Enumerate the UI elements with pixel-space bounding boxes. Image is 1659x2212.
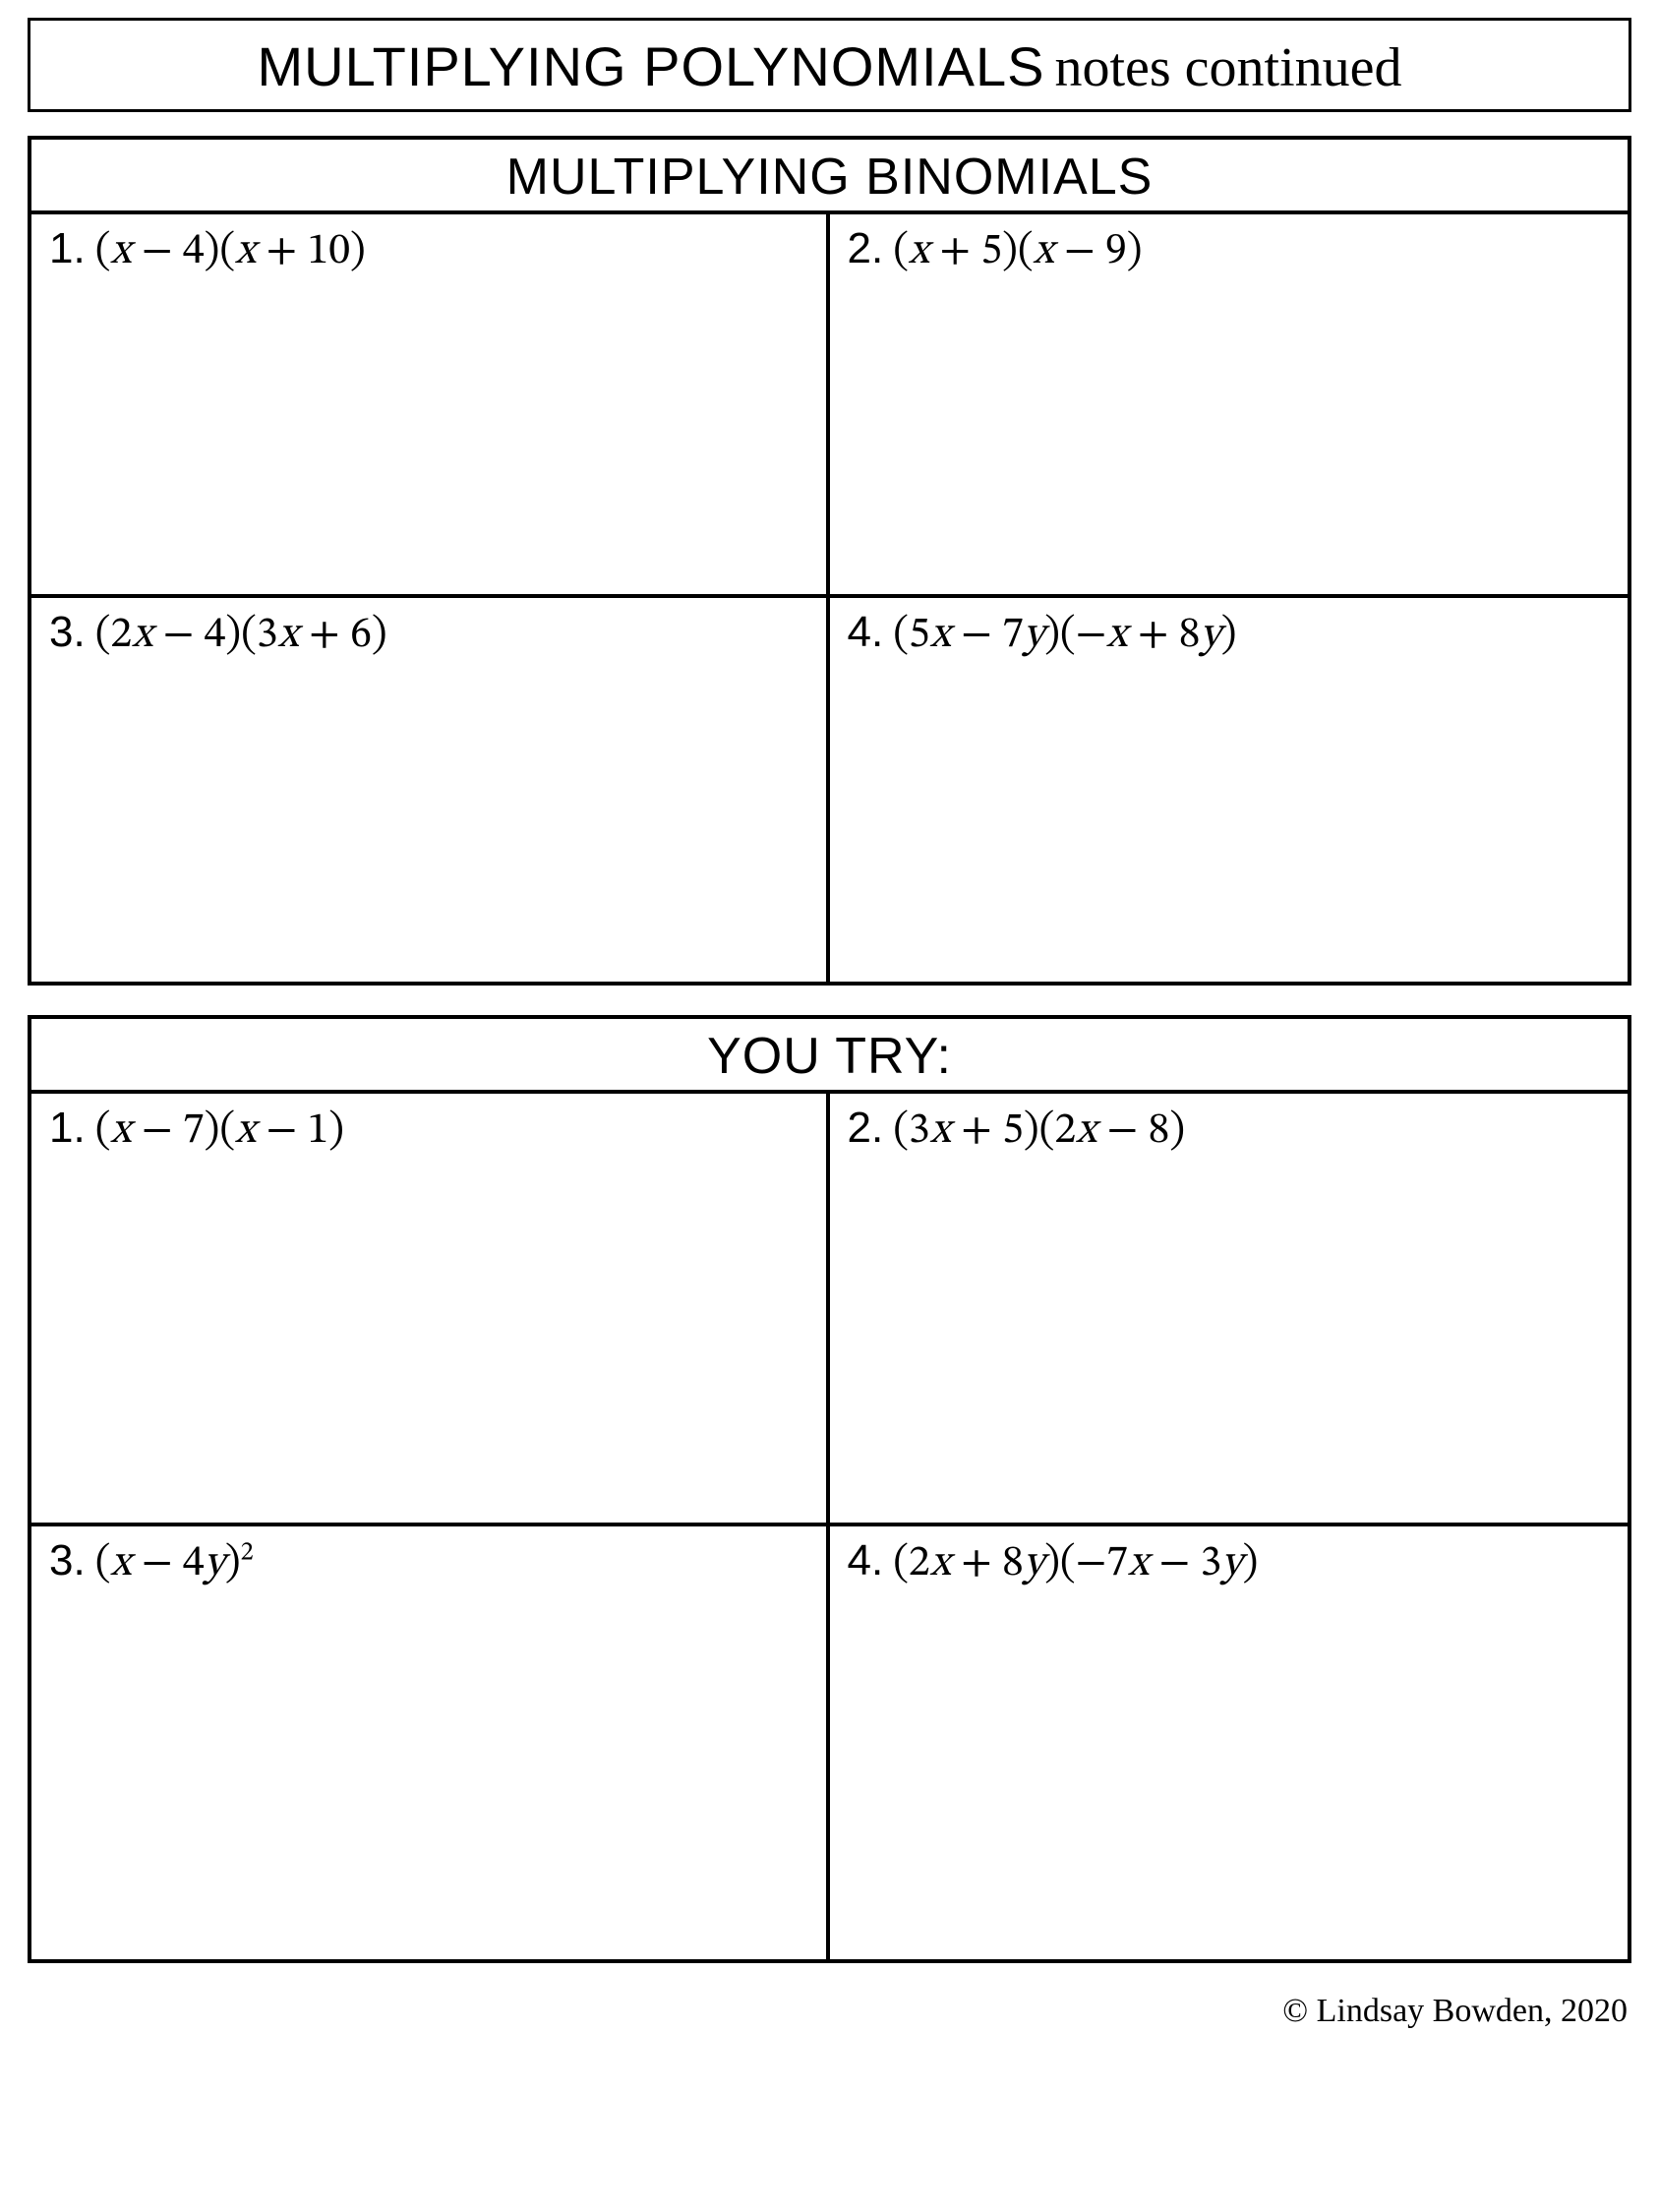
- problem-number: 2.: [848, 1104, 884, 1153]
- section-header: MULTIPLYING BINOMIALS: [31, 140, 1628, 214]
- problem-expression: (5x − 7y)(−x + 8y): [893, 609, 1236, 663]
- problem-number: 3.: [49, 608, 86, 657]
- problem-cell-4: 4. (5x − 7y)(−x + 8y): [830, 598, 1629, 982]
- problem-grid: 1. (x − 4)(x + 10) 2. (x + 5)(x − 9) 3. …: [31, 214, 1628, 982]
- problem-cell-3: 3. (x − 4y)2: [31, 1526, 830, 1959]
- page-title-box: MULTIPLYING POLYNOMIALS notes continued: [28, 18, 1631, 112]
- problem-cell-1: 1. (x − 7)(x − 1): [31, 1094, 830, 1526]
- problem-cell-2: 2. (3x + 5)(2x − 8): [830, 1094, 1629, 1526]
- problem-number: 1.: [49, 1104, 86, 1153]
- section-header: YOU TRY:: [31, 1019, 1628, 1094]
- page-title-cursive: notes continued: [1054, 37, 1401, 98]
- section-you-try: YOU TRY: 1. (x − 7)(x − 1) 2. (3x + 5)(2…: [28, 1015, 1631, 1963]
- problem-expression: (x − 4)(x + 10): [95, 225, 366, 279]
- problem-cell-1: 1. (x − 4)(x + 10): [31, 214, 830, 598]
- problem-grid: 1. (x − 7)(x − 1) 2. (3x + 5)(2x − 8) 3.…: [31, 1094, 1628, 1959]
- problem-expression: (x − 4y)2: [95, 1537, 254, 1591]
- problem-number: 1.: [49, 224, 86, 273]
- problem-number: 4.: [848, 608, 884, 657]
- problem-expression: (3x + 5)(2x − 8): [893, 1105, 1185, 1159]
- problem-number: 3.: [49, 1536, 86, 1585]
- problem-expression: (x − 7)(x − 1): [95, 1105, 344, 1159]
- problem-cell-3: 3. (2x − 4)(3x + 6): [31, 598, 830, 982]
- problem-number: 2.: [848, 224, 884, 273]
- problem-expression: (x + 5)(x − 9): [893, 225, 1142, 279]
- page-title-main: MULTIPLYING POLYNOMIALS: [257, 35, 1044, 97]
- problem-number: 4.: [848, 1536, 884, 1585]
- section-multiplying-binomials: MULTIPLYING BINOMIALS 1. (x − 4)(x + 10)…: [28, 136, 1631, 986]
- problem-cell-4: 4. (2x + 8y)(−7x − 3y): [830, 1526, 1629, 1959]
- problem-expression: (2x − 4)(3x + 6): [95, 609, 387, 663]
- problem-cell-2: 2. (x + 5)(x − 9): [830, 214, 1629, 598]
- copyright-text: © Lindsay Bowden, 2020: [28, 1993, 1631, 2030]
- problem-expression: (2x + 8y)(−7x − 3y): [893, 1537, 1258, 1591]
